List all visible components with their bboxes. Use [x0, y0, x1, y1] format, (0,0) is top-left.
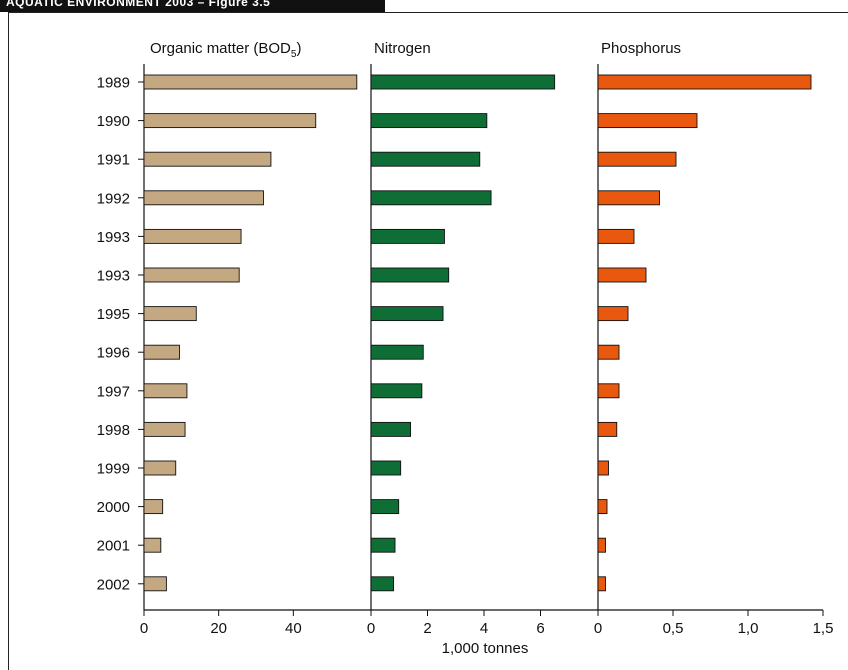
bar	[597, 460, 609, 476]
bar	[597, 228, 635, 244]
x-tick-label: 0	[140, 620, 148, 637]
bar	[597, 190, 660, 206]
year-label: 2000	[97, 499, 130, 516]
bar	[143, 306, 197, 322]
bar	[597, 151, 677, 167]
x-tick-label: 4	[480, 620, 488, 637]
bar	[370, 383, 423, 399]
bar	[143, 460, 177, 476]
year-label: 1993	[97, 268, 130, 285]
x-tick-label: 6	[536, 620, 544, 637]
bar	[370, 576, 395, 592]
figure-header-bar: AQUATIC ENVIRONMENT 2003 – Figure 3.5	[0, 0, 385, 12]
bar	[143, 537, 162, 553]
bar	[143, 421, 186, 437]
bar	[370, 151, 481, 167]
year-label: 1997	[97, 383, 130, 400]
x-tick-label: 1,0	[738, 620, 759, 637]
bar	[597, 499, 608, 515]
x-tick-label: 2	[423, 620, 431, 637]
bar	[370, 306, 444, 322]
bar	[143, 113, 317, 129]
year-label: 1992	[97, 190, 130, 207]
x-tick-label: 0	[594, 620, 602, 637]
bar	[143, 383, 188, 399]
year-label: 1995	[97, 306, 130, 323]
bar	[143, 228, 242, 244]
bar	[370, 190, 492, 206]
figure-border	[8, 12, 848, 670]
bar	[370, 267, 450, 283]
x-tick-label: 1,5	[813, 620, 834, 637]
year-label: 1991	[97, 152, 130, 169]
year-label: 1990	[97, 113, 130, 130]
bar	[370, 499, 400, 515]
bar	[143, 344, 180, 360]
bar	[370, 537, 396, 553]
x-axis-label: 1,000 tonnes	[442, 640, 529, 657]
x-tick-label: 0	[367, 620, 375, 637]
panel-title: Nitrogen	[374, 40, 431, 57]
bar	[370, 113, 488, 129]
bar	[143, 190, 264, 206]
year-label: 1989	[97, 75, 130, 92]
bar	[597, 74, 812, 90]
bar	[143, 267, 240, 283]
bar	[597, 421, 618, 437]
bar	[370, 421, 411, 437]
bar	[370, 460, 402, 476]
year-label: 1993	[97, 229, 130, 246]
year-label: 1999	[97, 461, 130, 478]
bar	[597, 383, 620, 399]
bar	[597, 576, 606, 592]
bar	[143, 499, 164, 515]
panel-title: Organic matter (BOD5)	[150, 40, 301, 60]
bar	[597, 267, 647, 283]
year-label: 2002	[97, 576, 130, 593]
bar	[597, 113, 698, 129]
panel-title: Phosphorus	[601, 40, 681, 57]
year-label: 1996	[97, 345, 130, 362]
bar	[597, 306, 629, 322]
x-tick-label: 0,5	[663, 620, 684, 637]
year-label: 1998	[97, 422, 130, 439]
bar	[370, 228, 445, 244]
bar	[597, 537, 606, 553]
bar	[143, 74, 358, 90]
figure-header-text: AQUATIC ENVIRONMENT 2003 – Figure 3.5	[6, 0, 271, 9]
year-label: 2001	[97, 538, 130, 555]
bar	[143, 151, 272, 167]
x-tick-label: 20	[210, 620, 227, 637]
bar	[370, 344, 424, 360]
x-tick-label: 40	[285, 620, 302, 637]
bar	[143, 576, 167, 592]
bar	[370, 74, 556, 90]
bar	[597, 344, 620, 360]
